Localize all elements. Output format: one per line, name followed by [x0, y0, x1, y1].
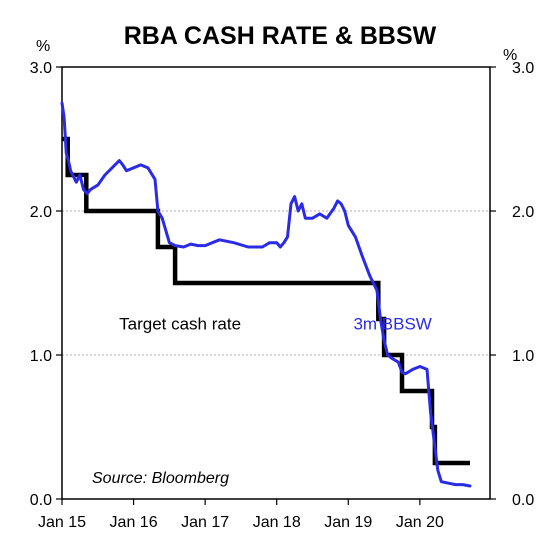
x-tick-label: Jan 18	[253, 514, 301, 531]
x-tick-label: Jan 15	[38, 514, 86, 531]
source-note: Source: Bloomberg	[92, 470, 229, 487]
series-line-3m-bbsw	[60, 101, 472, 488]
axis-ticks: 0.0 0.0 1.0 1.0 2.0 2.0 3.0 3.0 Jan 15 Jan 16 Jan …	[30, 60, 535, 531]
series-group	[60, 101, 472, 488]
x-tick-label: Jan 20	[396, 514, 444, 531]
left-unit-label: %	[36, 38, 50, 55]
y-tick-label-left: 2.0	[30, 204, 52, 221]
annotations: Target cash rate 3m BBSW	[119, 314, 432, 333]
y-tick-label-left: 1.0	[30, 348, 52, 365]
chart-title: RBA CASH RATE & BBSW	[124, 22, 437, 50]
series-label: 3m BBSW	[353, 314, 431, 333]
y-tick-label-right: 3.0	[512, 60, 534, 77]
y-tick-label-right: 1.0	[512, 348, 534, 365]
x-tick-label: Jan 19	[324, 514, 372, 531]
series-label: Target cash rate	[119, 314, 241, 333]
y-tick-label-right: 0.0	[512, 492, 534, 509]
x-tick-label: Jan 17	[181, 514, 229, 531]
plot-area	[61, 66, 491, 500]
y-tick-label-left: 0.0	[30, 492, 52, 509]
series-line-target-cash-rate	[62, 136, 470, 466]
gridlines	[62, 210, 490, 356]
y-tick-label-left: 3.0	[30, 60, 52, 77]
y-tick-label-right: 2.0	[512, 204, 534, 221]
right-unit-label: %	[503, 47, 517, 64]
x-tick-label: Jan 16	[110, 514, 158, 531]
